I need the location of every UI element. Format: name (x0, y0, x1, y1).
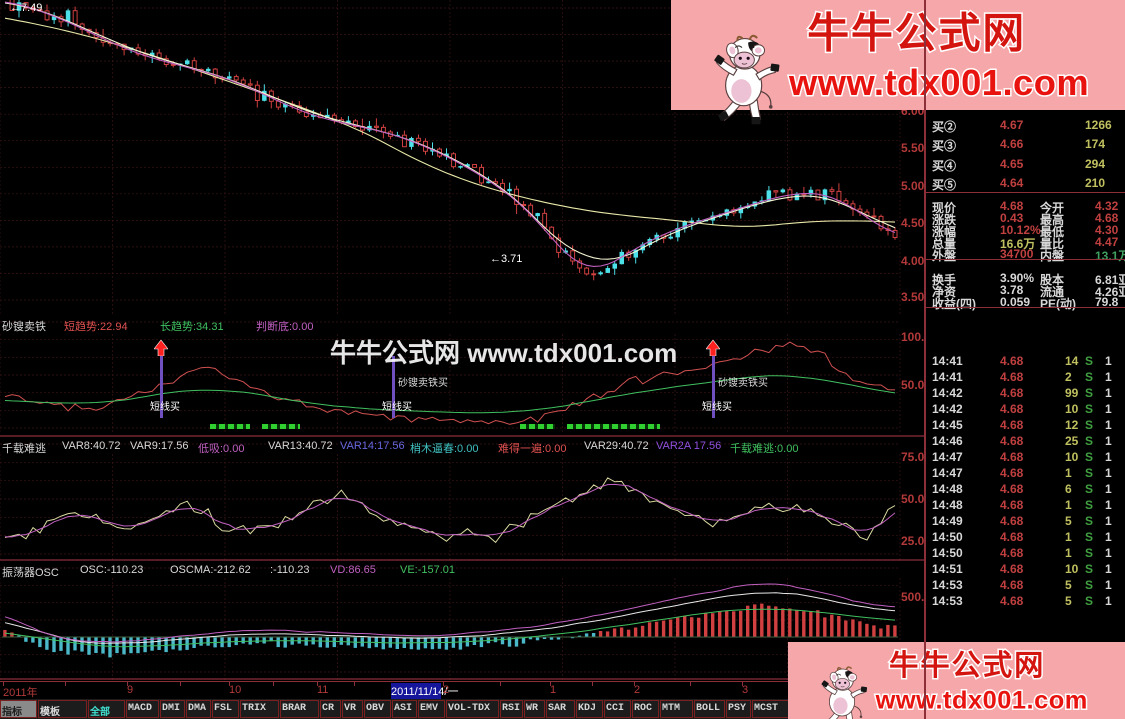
svg-text:牛牛公式网: 牛牛公式网 (889, 649, 1045, 682)
svg-text:www.tdx001.com: www.tdx001.com (788, 62, 1089, 103)
svg-text:牛牛公式网: 牛牛公式网 (807, 9, 1026, 56)
svg-text:www.tdx001.com: www.tdx001.com (875, 687, 1088, 715)
